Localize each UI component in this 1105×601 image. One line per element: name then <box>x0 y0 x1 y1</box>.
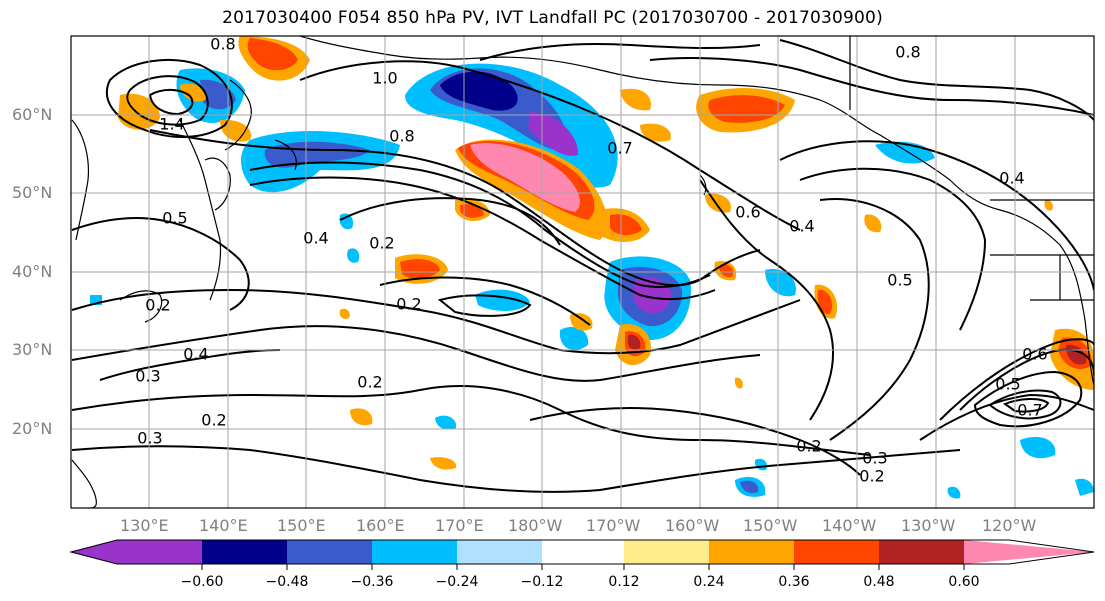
lon-label: 150°W <box>743 516 798 535</box>
contour-label: 0.2 <box>369 233 395 253</box>
lon-label: 170°W <box>586 516 641 535</box>
contour-label: 0.4 <box>999 168 1025 188</box>
lon-label: 130°W <box>901 516 956 535</box>
lon-label: 120°W <box>982 516 1037 535</box>
colorbar-swatch <box>709 540 794 564</box>
colorbar <box>69 539 1095 570</box>
lon-label: 150°E <box>277 516 326 535</box>
contour-label: 0.2 <box>145 295 171 315</box>
contour-label: 0.3 <box>137 428 163 448</box>
contour-label: 0.8 <box>895 42 921 62</box>
map-frame <box>70 35 1095 509</box>
graticule <box>71 36 1094 508</box>
contour-label: 0.2 <box>859 466 885 486</box>
lon-label: 160°E <box>356 516 405 535</box>
contour-label: 0.7 <box>607 138 633 158</box>
colorbar-tick-label: −0.12 <box>520 574 564 590</box>
colorbar-swatch <box>624 540 709 564</box>
lat-label: 60°N <box>12 105 53 124</box>
colorbar-extend-high <box>964 540 1094 564</box>
lat-label: 50°N <box>12 183 53 202</box>
lat-label: 30°N <box>12 340 53 359</box>
colorbar-swatch <box>202 540 287 564</box>
colorbar-tick-label: 0.36 <box>778 574 810 590</box>
lat-label: 40°N <box>12 262 53 281</box>
lon-label: 180°W <box>508 516 563 535</box>
contour-label: 0.8 <box>389 126 415 146</box>
contour-label: 1.4 <box>159 114 185 134</box>
contour-label: 0.2 <box>796 436 822 456</box>
lon-label: 170°E <box>435 516 484 535</box>
colorbar-tick-label: −0.24 <box>435 574 479 590</box>
contour-label: 0.5 <box>162 208 188 228</box>
colorbar-tick-label: −0.36 <box>350 574 394 590</box>
lon-label: 160°W <box>665 516 720 535</box>
lon-label: 140°E <box>199 516 248 535</box>
colorbar-tick-label: 0.12 <box>608 574 640 590</box>
contour-label: 0.4 <box>183 344 209 364</box>
contour-label: 1.0 <box>372 68 398 88</box>
map-title: 2017030400 F054 850 hPa PV, IVT Landfall… <box>222 8 883 28</box>
lat-label: 20°N <box>12 419 53 438</box>
colorbar-tick-label: −0.48 <box>265 574 309 590</box>
colorbar-swatch <box>542 540 624 564</box>
colorbar-tick-label: −0.60 <box>180 574 224 590</box>
colorbar-tick-label: 0.24 <box>693 574 725 590</box>
colorbar-extend-low <box>71 540 117 564</box>
contour-label: 0.4 <box>303 228 329 248</box>
contour-label: 0.2 <box>396 294 422 314</box>
contour-label: 0.4 <box>789 216 815 236</box>
colorbar-swatch <box>372 540 457 564</box>
contour-label: 0.8 <box>210 34 236 54</box>
colorbar-tick-label: 0.60 <box>948 574 980 590</box>
contour-label: 0.7 <box>1017 400 1043 420</box>
colorbar-swatch <box>287 540 372 564</box>
colorbar-tick-label: 0.48 <box>863 574 895 590</box>
contour-label: 0.3 <box>862 448 888 468</box>
contour-label: 0.5 <box>887 270 913 290</box>
contour-label: 0.6 <box>735 202 761 222</box>
coastlines <box>71 36 1094 508</box>
contour-label: 0.6 <box>1022 344 1048 364</box>
colorbar-swatch <box>117 540 202 564</box>
contour-label: 0.2 <box>357 372 383 392</box>
contour-label: 0.2 <box>201 410 227 430</box>
contour-label: 0.3 <box>135 366 161 386</box>
colorbar-swatch <box>457 540 542 564</box>
colorbar-swatch <box>794 540 879 564</box>
lon-label: 130°E <box>120 516 169 535</box>
lon-label: 140°W <box>822 516 877 535</box>
contour-label: 0.5 <box>995 374 1021 394</box>
colorbar-swatch <box>879 540 964 564</box>
